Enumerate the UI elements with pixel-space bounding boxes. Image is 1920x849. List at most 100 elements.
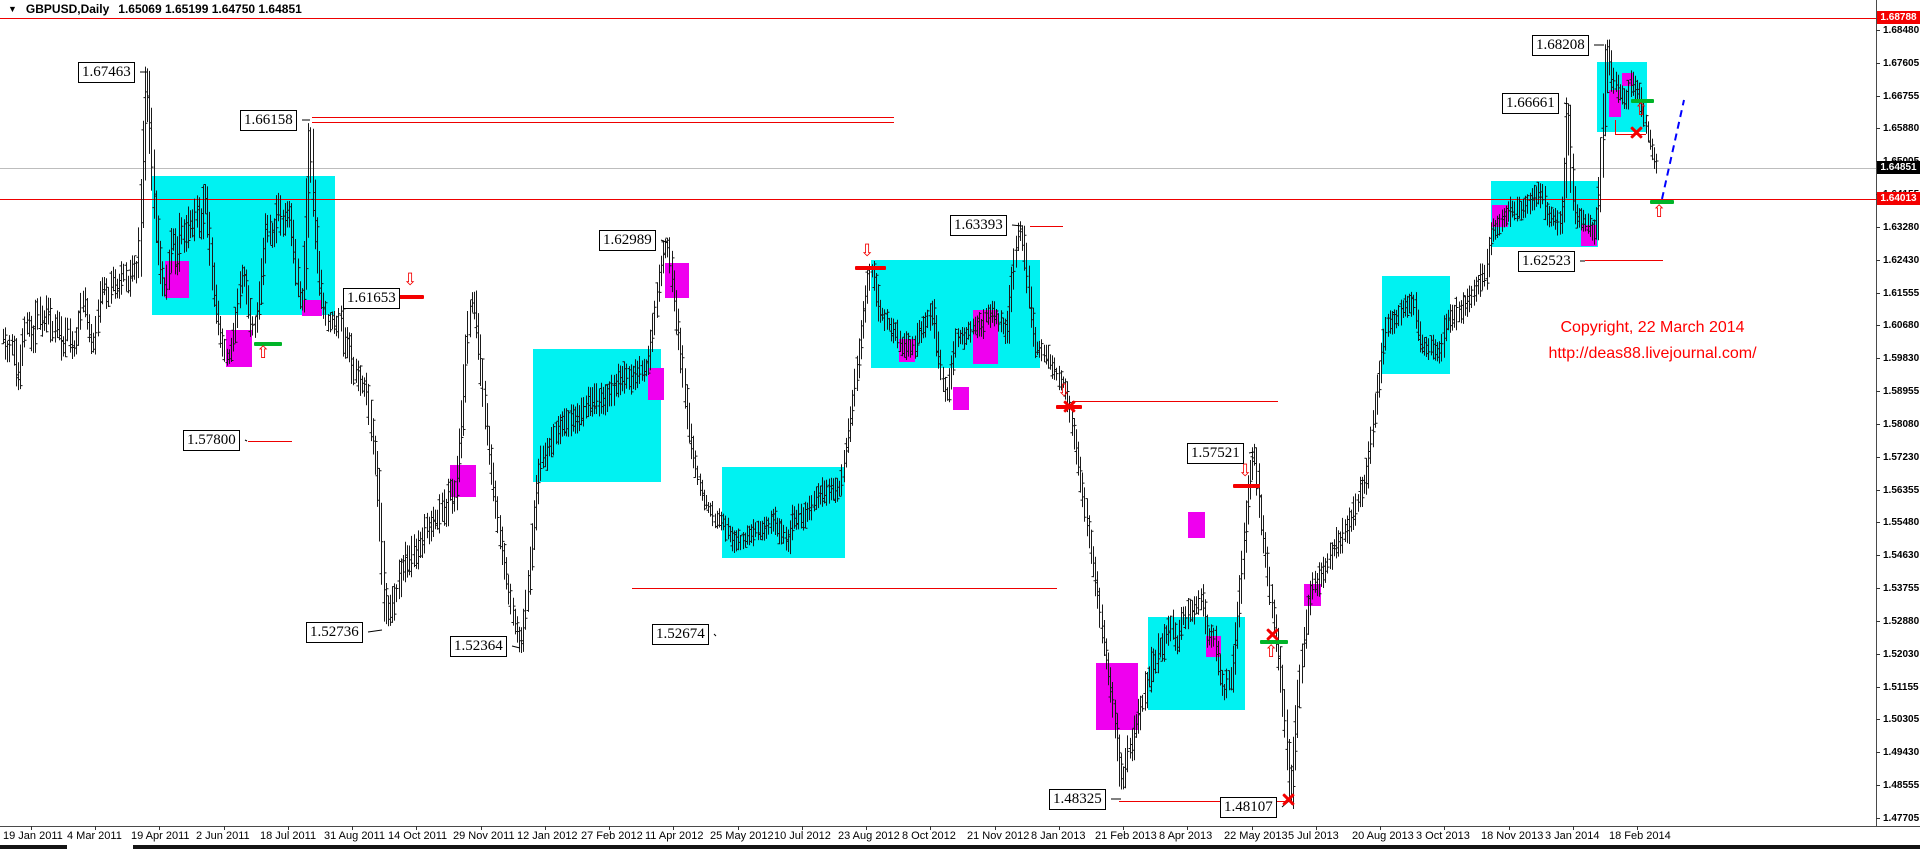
y-axis-tick-label: 1.52030 [1883,649,1920,660]
price-level-label[interactable]: 1.62523 [1518,251,1575,272]
symbol-dropdown-icon[interactable]: ▼ [8,4,17,14]
entry-tick-green[interactable] [254,342,282,346]
x-mark-icon[interactable] [1063,400,1075,412]
horizontal-level-line[interactable] [1585,260,1663,261]
down-arrow-icon[interactable]: ⇩ [860,241,875,261]
y-axis-tick [1876,654,1880,655]
y-axis-tick [1876,260,1880,261]
down-arrow-icon[interactable]: ⇩ [1057,381,1072,401]
up-arrow-icon[interactable]: ⇧ [1634,100,1649,120]
price-level-label[interactable]: 1.67463 [78,62,135,83]
y-axis-tick-label: 1.63280 [1883,222,1920,233]
alert-price-badge: 1.64013 [1877,192,1920,205]
up-arrow-icon[interactable]: ⇧ [1264,642,1279,662]
label-connector-line [367,629,383,633]
horizontal-level-line[interactable] [1030,226,1063,227]
x-axis-date-label: 23 Aug 2012 [838,830,900,842]
horizontal-level-line[interactable] [632,588,1057,589]
scrollbar-thumb[interactable] [67,845,133,849]
chart-bars [1,39,1685,809]
x-axis-tick [95,826,96,830]
bottom-scrollbar[interactable] [0,845,1920,849]
stop-tick-red[interactable] [398,295,424,299]
y-axis-tick-label: 1.58080 [1883,419,1920,430]
price-level-label[interactable]: 1.48325 [1049,789,1106,810]
y-axis-tick [1876,490,1880,491]
trend-projection-line[interactable] [1661,99,1685,200]
y-axis-tick [1876,818,1880,819]
reversal-zone-magenta[interactable] [1622,73,1633,86]
x-axis-tick [609,826,610,830]
reversal-zone-magenta[interactable] [953,387,969,410]
x-axis-date-label: 11 Apr 2012 [645,830,704,842]
reversal-zone-magenta[interactable] [1188,512,1205,538]
x-axis-tick [930,826,931,830]
x-axis-date-label: 3 Oct 2013 [1416,830,1470,842]
y-axis-tick [1876,588,1880,589]
price-level-label[interactable]: 1.57800 [183,430,240,451]
x-axis-date-label: 8 Jan 2013 [1031,830,1086,842]
x-axis-date-label: 18 Nov 2013 [1481,830,1544,842]
x-axis-tick [802,826,803,830]
horizontal-level-line[interactable] [1072,401,1278,402]
price-level-label[interactable]: 1.66158 [240,110,297,131]
x-axis-date-label: 8 Oct 2012 [902,830,956,842]
x-axis-tick [31,826,32,830]
x-axis-date-label: 21 Nov 2012 [967,830,1030,842]
entry-tick-green[interactable] [1650,200,1674,204]
price-level-label[interactable]: 1.63393 [950,215,1007,236]
x-axis-tick [1123,826,1124,830]
reversal-zone-magenta[interactable] [302,300,322,316]
stop-tick-red[interactable] [855,266,886,270]
price-level-label[interactable]: 1.52736 [306,622,363,643]
y-axis-tick [1876,522,1880,523]
y-axis-tick-label: 1.52880 [1883,616,1920,627]
price-level-label[interactable]: 1.52364 [450,636,507,657]
copyright-note[interactable]: Copyright, 22 March 2014 http://deas88.l… [1545,315,1760,366]
current-price-badge: 1.64851 [1877,161,1920,174]
x-axis-date-label: 18 Jul 2011 [260,830,317,842]
y-axis-tick [1876,128,1880,129]
x-axis-tick [1059,826,1060,830]
y-axis-tick-label: 1.53755 [1883,583,1920,594]
x-axis-date-label: 20 Aug 2013 [1352,830,1414,842]
horizontal-level-line[interactable] [0,199,1876,200]
vertical-level-line[interactable] [1615,120,1616,134]
down-arrow-icon[interactable]: ⇩ [1238,461,1253,481]
price-level-label[interactable]: 1.62989 [599,230,656,251]
x-axis-date-label: 14 Oct 2011 [388,830,448,842]
x-axis-tick [1444,826,1445,830]
horizontal-level-line[interactable] [312,117,894,118]
up-arrow-icon[interactable]: ⇧ [256,343,271,363]
current-price-line[interactable] [0,168,1876,169]
up-arrow-icon[interactable]: ⇧ [1652,202,1667,222]
horizontal-level-line[interactable] [312,122,894,123]
reversal-zone-magenta[interactable] [226,330,252,367]
x-mark-icon[interactable] [1282,793,1294,805]
y-axis-tick [1876,227,1880,228]
stop-tick-red[interactable] [1233,484,1260,488]
label-connector-line [244,439,248,442]
y-axis-tick-label: 1.65880 [1883,123,1920,134]
x-mark-icon[interactable] [1630,126,1642,138]
reversal-zone-magenta[interactable] [648,368,664,400]
horizontal-level-line[interactable] [0,18,1876,19]
entry-tick-green[interactable] [1631,99,1654,103]
x-mark-icon[interactable] [1266,628,1278,640]
y-axis-tick [1876,30,1880,31]
price-level-label[interactable]: 1.61653 [343,288,400,309]
x-axis-date-label: 27 Feb 2012 [581,830,643,842]
x-axis-tick [673,826,674,830]
price-level-label[interactable]: 1.66661 [1502,93,1559,114]
price-level-label[interactable]: 1.68208 [1532,35,1589,56]
horizontal-level-line[interactable] [248,441,292,442]
entry-tick-green[interactable] [1260,640,1288,644]
label-connector-line [1248,451,1255,454]
down-arrow-icon[interactable]: ⇩ [403,270,418,290]
horizontal-level-line[interactable] [1119,801,1292,802]
x-axis-tick [1573,826,1574,830]
label-connector-line [1011,224,1023,227]
price-level-label[interactable]: 1.52674 [652,624,709,645]
price-level-label[interactable]: 1.57521 [1187,443,1244,464]
price-level-label[interactable]: 1.48107 [1220,797,1277,818]
